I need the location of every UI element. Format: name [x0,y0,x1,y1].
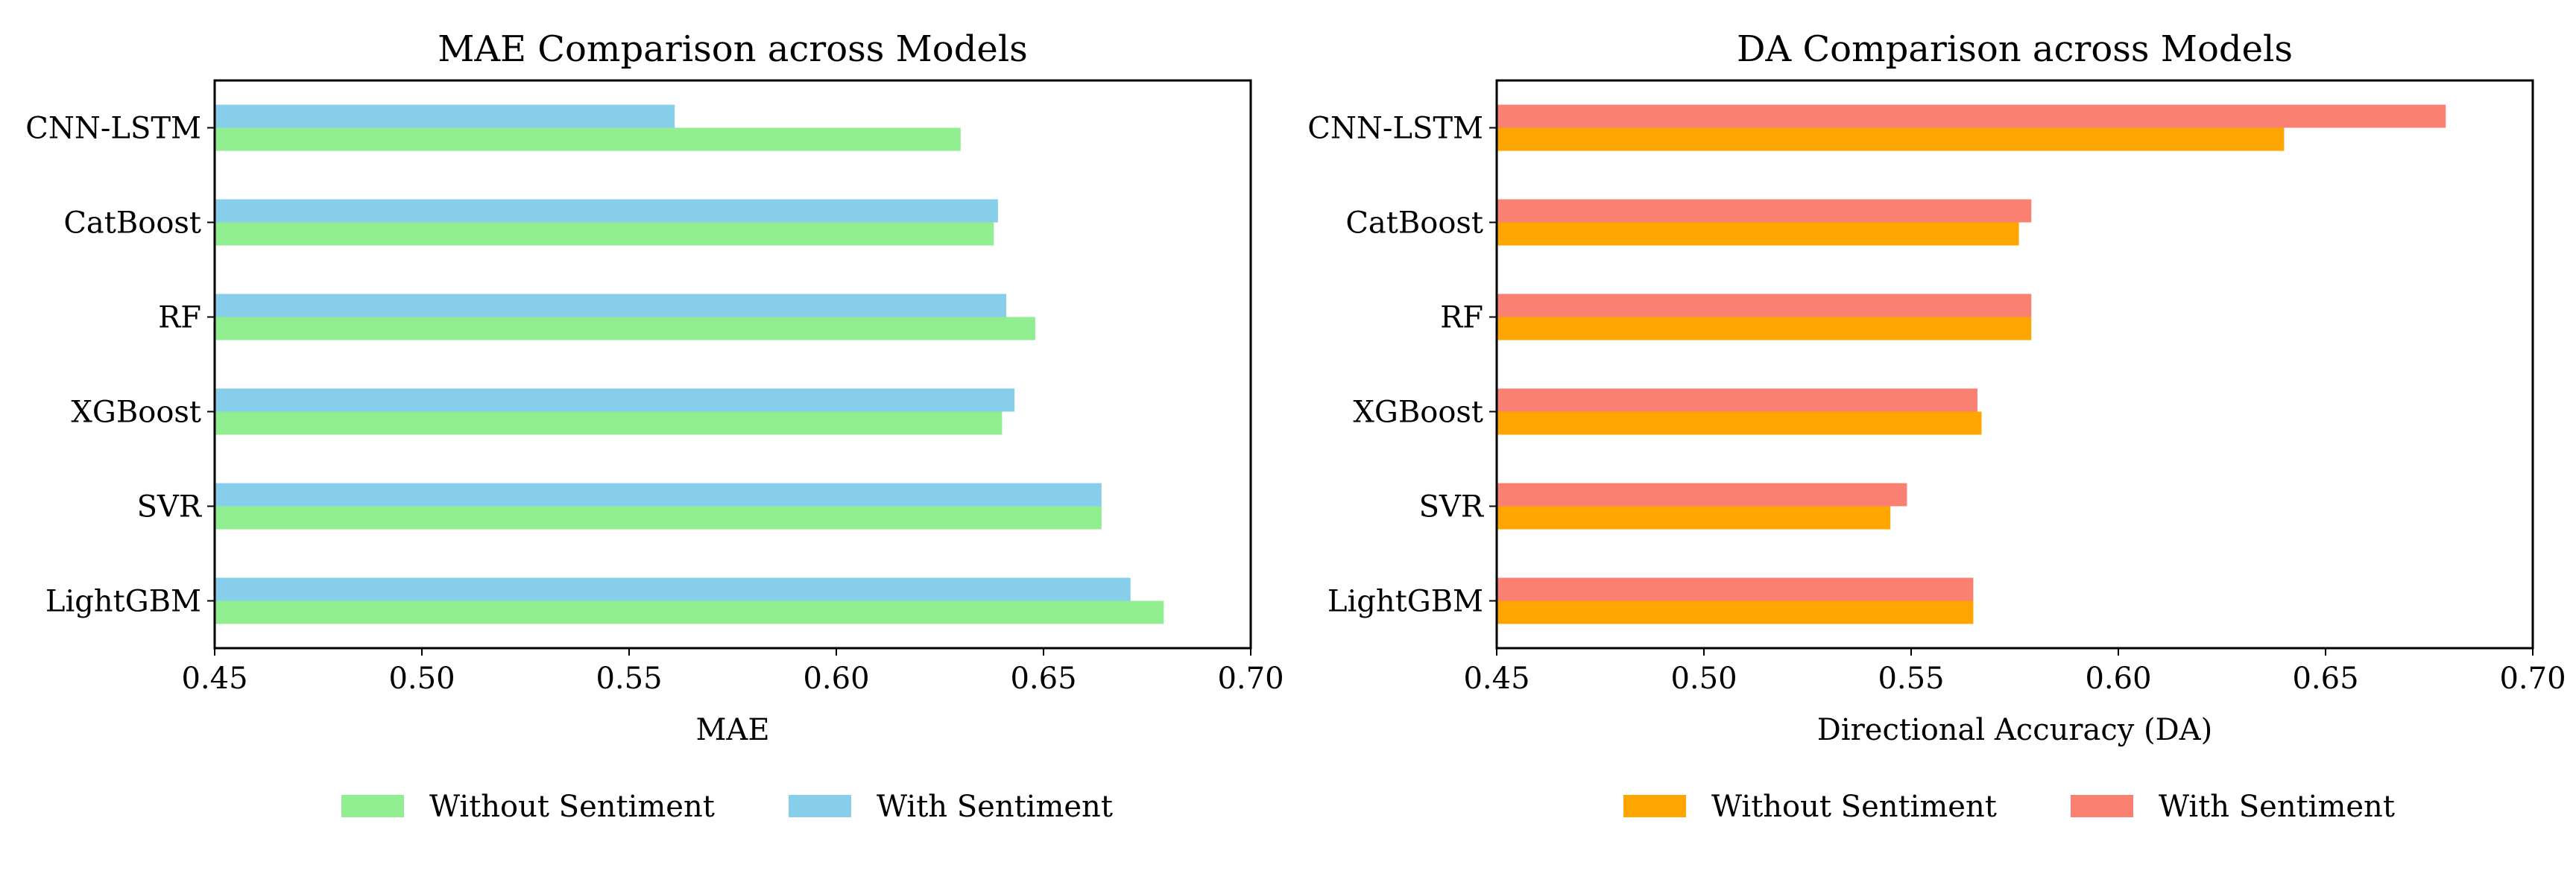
bar-rf-series-2 [215,294,1006,317]
chart-panel-2: CNN-LSTM CatBoost RF XGBoost SVR LightGBM 0.45… [1307,28,2566,824]
y-tick-label: CatBoost [63,206,201,241]
bar-xgboost-series-2 [1497,388,1977,412]
legend-label-1: Without Sentiment [1711,790,1997,824]
x-tick-label: 0.55 [1878,662,1944,696]
bar-rf-series-1 [215,317,1035,340]
x-tick-label: 0.70 [2499,662,2566,696]
bar-catboost-series-2 [215,199,998,223]
x-tick-label: 0.50 [388,662,455,696]
bar-xgboost-series-1 [215,411,1003,435]
bar-lightgbm-series-2 [215,577,1131,601]
x-axis-label: MAE [695,713,769,747]
x-tick-label: 0.70 [1217,662,1284,696]
y-tick-label: RF [158,301,201,335]
x-tick-label: 0.55 [596,662,662,696]
bar-cnn-lstm-series-1 [1497,127,2285,151]
bar-cnn-lstm-series-1 [215,127,961,151]
x-tick-label: 0.45 [181,662,247,696]
legend-label-1: Without Sentiment [429,790,715,824]
y-tick-label: RF [1440,301,1483,335]
y-tick-label: CatBoost [1345,206,1483,241]
bar-xgboost-series-2 [215,388,1015,412]
x-axis-label: Directional Accuracy (DA) [1817,713,2212,747]
x-tick-label: 0.45 [1463,662,1530,696]
y-tick-label: CNN-LSTM [25,112,201,146]
plot-frame [213,79,1252,650]
bar-lightgbm-series-2 [1497,577,1974,601]
bar-lightgbm-series-1 [1497,600,1974,624]
y-tick-label: XGBoost [71,396,201,430]
legend-swatch-1 [341,795,404,817]
x-tick-label: 0.60 [2085,662,2151,696]
legend-label-2: With Sentiment [877,790,1113,824]
bar-catboost-series-2 [1497,199,2032,223]
chart-panel-1: CNN-LSTM CatBoost RF XGBoost SVR LightGBM 0.45… [25,28,1284,824]
legend-swatch-2 [2071,795,2133,817]
bar-rf-series-2 [1497,294,2032,317]
bar-xgboost-series-1 [1497,411,1982,435]
chart-title: DA Comparison across Models [1737,28,2293,70]
legend-swatch-2 [789,795,851,817]
bar-cnn-lstm-series-2 [215,104,675,128]
y-tick-label: SVR [1419,490,1485,524]
bar-rf-series-1 [1497,317,2032,340]
legend-swatch-1 [1623,795,1686,817]
legend-label-2: With Sentiment [2159,790,2395,824]
x-tick-label: 0.60 [803,662,869,696]
y-tick-label: CNN-LSTM [1307,112,1483,146]
y-tick-label: LightGBM [45,585,201,619]
y-tick-label: XGBoost [1353,396,1483,430]
bar-svr-series-2 [1497,483,1907,507]
bar-svr-series-1 [215,506,1102,530]
bar-catboost-series-1 [215,222,994,246]
x-tick-label: 0.65 [1010,662,1076,696]
y-tick-label: LightGBM [1328,585,1483,619]
bar-cnn-lstm-series-2 [1497,104,2446,128]
bar-svr-series-2 [215,483,1102,507]
x-tick-label: 0.65 [2292,662,2358,696]
bar-svr-series-1 [1497,506,1891,530]
bar-lightgbm-series-1 [215,600,1164,624]
chart-title: MAE Comparison across Models [438,28,1028,70]
bar-catboost-series-1 [1497,222,2019,246]
y-tick-label: SVR [137,490,203,524]
x-tick-label: 0.50 [1670,662,1737,696]
plot-frame [1495,79,2534,650]
